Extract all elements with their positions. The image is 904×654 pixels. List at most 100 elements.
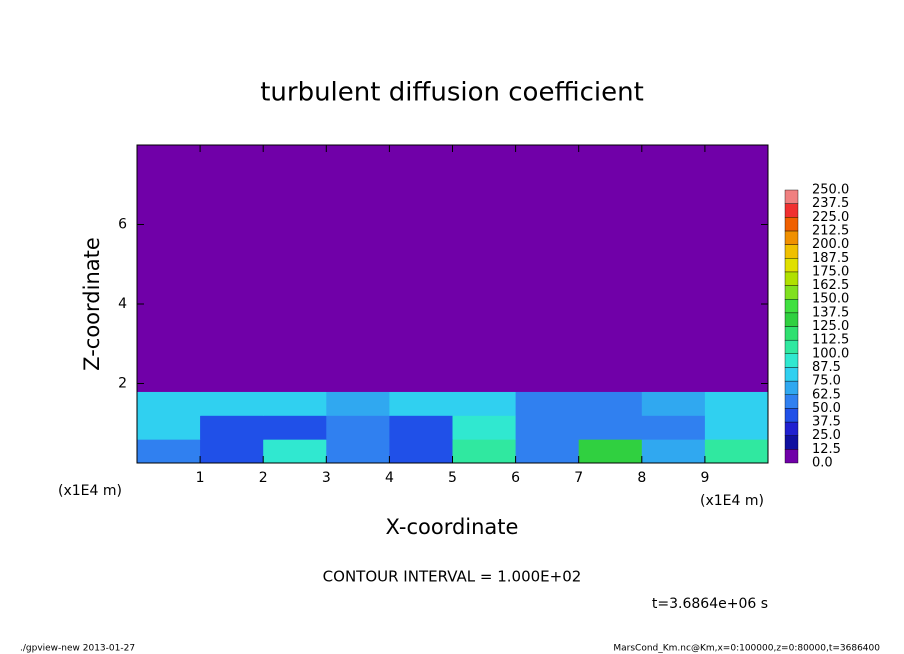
y-tick-label: 4 <box>118 296 127 312</box>
field-cell <box>578 439 643 464</box>
colorbar-label: 125.0 <box>812 319 849 334</box>
colorbar-label: 75.0 <box>812 374 841 389</box>
colorbar-label: 225.0 <box>812 210 849 225</box>
colorbar-label: 150.0 <box>812 292 849 307</box>
colorbar-label: 62.5 <box>812 387 841 402</box>
x-tick-label: 5 <box>448 470 457 486</box>
contour-note: CONTOUR INTERVAL = 1.000E+02 <box>323 568 582 586</box>
colorbar-swatch <box>784 367 799 382</box>
colorbar-swatch <box>784 271 799 286</box>
field-cell <box>452 415 517 440</box>
colorbar-swatch <box>784 449 799 464</box>
field-cell <box>704 145 769 392</box>
colorbar-swatch <box>784 408 799 423</box>
colorbar-label: 87.5 <box>812 360 841 375</box>
field-cell <box>578 415 643 440</box>
field-cell <box>641 391 706 416</box>
colorbar-label: 0.0 <box>812 456 833 471</box>
field-cell <box>326 415 390 440</box>
field-cell <box>641 439 706 464</box>
time-label: t=3.6864e+06 s <box>652 596 768 612</box>
colorbar-swatch <box>784 421 799 436</box>
field-cell <box>263 415 327 440</box>
field-cell <box>389 145 453 392</box>
colorbar-label: 237.5 <box>812 196 849 211</box>
colorbar-label: 37.5 <box>812 415 841 430</box>
field-cell <box>263 391 327 416</box>
field-cell <box>578 145 643 392</box>
y-tick-label: 6 <box>118 217 127 233</box>
field-cell <box>641 415 706 440</box>
colorbar-swatch <box>784 312 799 327</box>
x-tick-label: 8 <box>637 470 646 486</box>
field-cell <box>326 145 390 392</box>
colorbar-swatch <box>784 203 799 218</box>
field-cell <box>389 391 453 416</box>
x-tick-label: 6 <box>511 470 520 486</box>
chart-title: turbulent diffusion coefficient <box>260 78 644 108</box>
colorbar-swatch <box>784 394 799 409</box>
field-cell <box>641 145 706 392</box>
footer-right: MarsCond_Km.nc@Km,x=0:100000,z=0:80000,t… <box>613 644 880 654</box>
colorbar-swatch <box>784 217 799 232</box>
field-cell <box>515 391 580 416</box>
colorbar-label: 187.5 <box>812 251 849 266</box>
field-cell <box>452 391 517 416</box>
colorbar-label: 200.0 <box>812 237 849 252</box>
colorbar-label: 112.5 <box>812 333 849 348</box>
field-cell <box>137 391 201 416</box>
colorbar-label: 162.5 <box>812 278 849 293</box>
field-cell <box>326 391 390 416</box>
y-axis-label: Z-coordinate <box>80 237 104 371</box>
field-cell <box>200 439 264 464</box>
x-tick-label: 3 <box>322 470 331 486</box>
colorbar-label: 50.0 <box>812 401 841 416</box>
field-cell <box>200 391 264 416</box>
colorbar-swatch <box>784 435 799 450</box>
colorbar-swatch <box>784 299 799 314</box>
field-cell <box>137 415 201 440</box>
x-tick-label: 4 <box>385 470 394 486</box>
colorbar-swatch <box>784 189 799 204</box>
colorbar-swatch <box>784 326 799 341</box>
field-cell <box>263 145 327 392</box>
field-cell <box>704 415 769 440</box>
footer-left: ./gpview-new 2013-01-27 <box>20 644 135 654</box>
colorbar-label: 175.0 <box>812 264 849 279</box>
field-cell <box>263 439 327 464</box>
colorbar-swatch <box>784 380 799 395</box>
colorbar-swatch <box>784 230 799 245</box>
y-unit: (x1E4 m) <box>58 483 122 499</box>
x-tick-label: 7 <box>574 470 583 486</box>
x-tick-label: 1 <box>196 470 205 486</box>
colorbar-label: 137.5 <box>812 305 849 320</box>
colorbar-label: 25.0 <box>812 428 841 443</box>
field-cell <box>515 415 580 440</box>
colorbar-swatch <box>784 244 799 259</box>
colorbar-swatch <box>784 258 799 273</box>
field-cell <box>515 439 580 464</box>
x-tick-label: 9 <box>700 470 709 486</box>
field-cell <box>137 439 201 464</box>
field-cell <box>137 145 201 392</box>
field-cell <box>578 391 643 416</box>
field-cell <box>515 145 580 392</box>
x-unit: (x1E4 m) <box>700 493 764 509</box>
field-cell <box>200 145 264 392</box>
field-cell <box>389 439 453 464</box>
field-cell <box>200 415 264 440</box>
colorbar-label: 212.5 <box>812 223 849 238</box>
x-axis-label: X-coordinate <box>386 515 519 539</box>
field-cell <box>452 439 517 464</box>
colorbar-label: 100.0 <box>812 346 849 361</box>
x-tick-label: 2 <box>259 470 268 486</box>
colorbar-swatch <box>784 339 799 354</box>
field-cell <box>704 391 769 416</box>
field-cell <box>704 439 769 464</box>
field-cell <box>389 415 453 440</box>
colorbar-label: 12.5 <box>812 442 841 457</box>
field-cell <box>452 145 517 392</box>
colorbar-label: 250.0 <box>812 183 849 198</box>
